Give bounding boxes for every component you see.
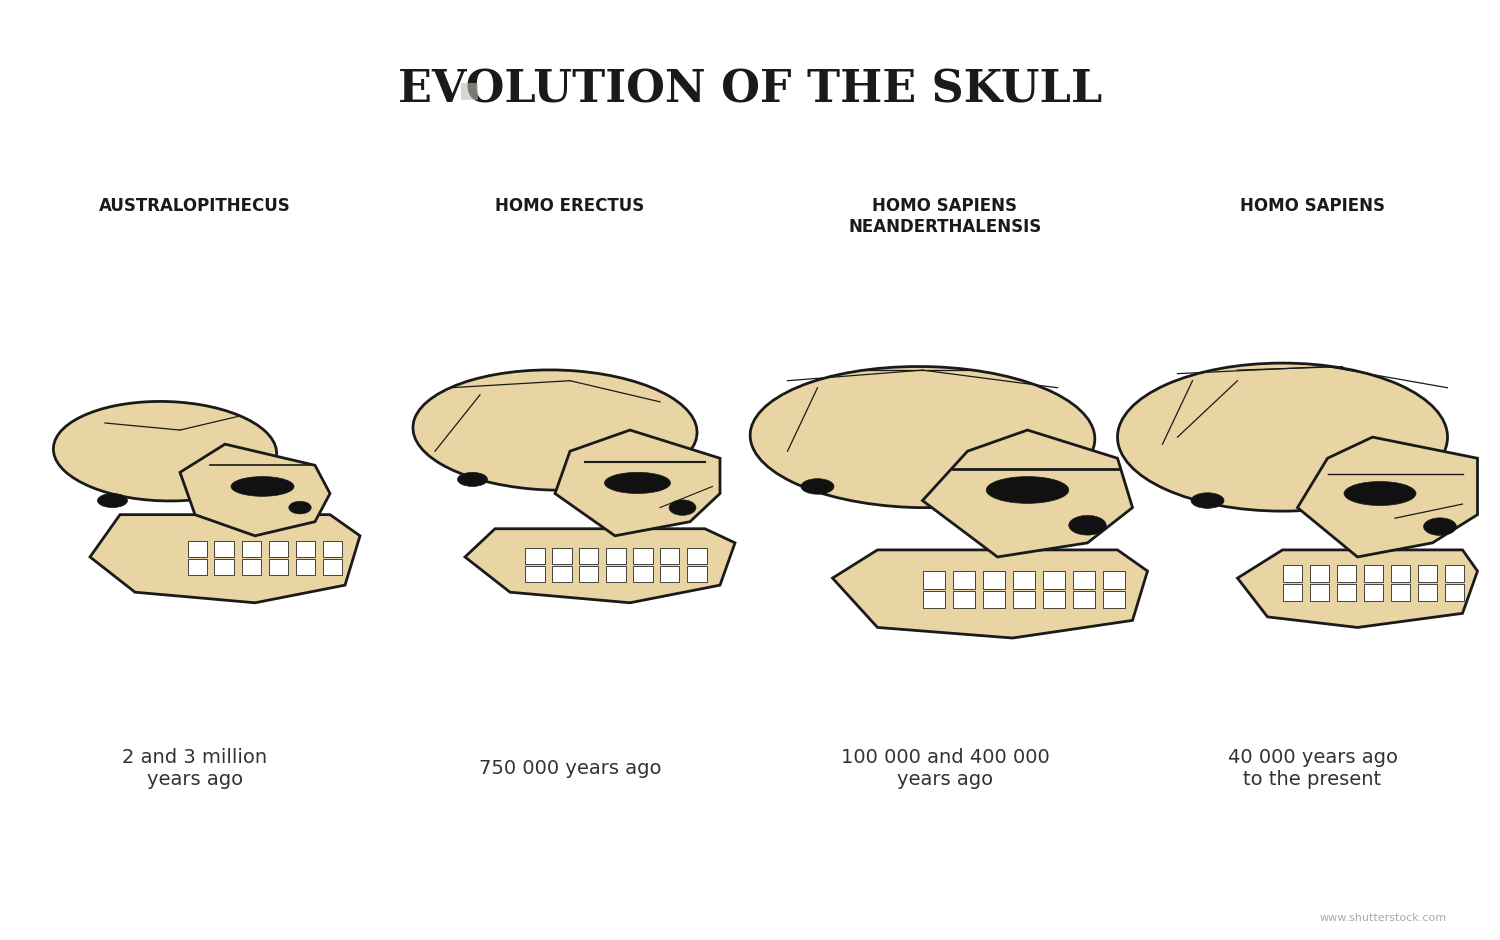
Bar (1418, 584, 1437, 601)
Bar (1042, 571, 1065, 588)
Bar (1310, 565, 1329, 582)
Bar (1336, 565, 1356, 582)
Ellipse shape (54, 401, 276, 501)
Ellipse shape (1191, 493, 1224, 509)
Polygon shape (555, 430, 720, 536)
Bar (1042, 590, 1065, 608)
Text: 750 000 years ago: 750 000 years ago (478, 759, 662, 778)
Bar (188, 559, 207, 574)
Bar (214, 541, 234, 556)
Bar (606, 566, 625, 582)
Polygon shape (465, 528, 735, 603)
Bar (633, 549, 652, 564)
Bar (1282, 584, 1302, 601)
Text: HOMO ERECTUS: HOMO ERECTUS (495, 197, 645, 215)
Bar (1102, 571, 1125, 588)
Bar (660, 549, 680, 564)
Bar (1444, 584, 1464, 601)
Bar (1390, 584, 1410, 601)
Text: EVOLUTION OF THE SKULL: EVOLUTION OF THE SKULL (398, 69, 1102, 112)
Text: AUSTRALOPITHECUS: AUSTRALOPITHECUS (99, 197, 291, 215)
Bar (982, 571, 1005, 588)
Bar (1072, 571, 1095, 588)
Text: ■: ■ (459, 80, 480, 100)
Bar (1102, 590, 1125, 608)
Bar (268, 559, 288, 574)
Bar (660, 566, 680, 582)
Bar (322, 559, 342, 574)
Text: 40 000 years ago
to the present: 40 000 years ago to the present (1227, 748, 1398, 789)
Polygon shape (90, 515, 360, 603)
Bar (188, 541, 207, 556)
Bar (606, 549, 625, 564)
Ellipse shape (669, 500, 696, 515)
Bar (952, 590, 975, 608)
Bar (1013, 571, 1035, 588)
Bar (1310, 584, 1329, 601)
Bar (579, 549, 598, 564)
Ellipse shape (1344, 481, 1416, 506)
Bar (242, 559, 261, 574)
Bar (1364, 565, 1383, 582)
Polygon shape (1298, 437, 1478, 556)
Ellipse shape (987, 477, 1068, 504)
Ellipse shape (288, 501, 312, 514)
Bar (687, 566, 706, 582)
Polygon shape (180, 444, 330, 536)
Bar (952, 571, 975, 588)
Bar (1072, 590, 1095, 608)
Text: 2 and 3 million
years ago: 2 and 3 million years ago (123, 748, 267, 789)
Bar (1364, 584, 1383, 601)
Ellipse shape (801, 478, 834, 494)
Ellipse shape (750, 367, 1095, 508)
Bar (922, 590, 945, 608)
Ellipse shape (1424, 518, 1456, 536)
Bar (1282, 565, 1302, 582)
Text: shutterstock·: shutterstock· (60, 889, 290, 918)
Polygon shape (833, 550, 1148, 638)
Bar (296, 541, 315, 556)
Bar (1418, 565, 1437, 582)
Polygon shape (1238, 550, 1478, 628)
Bar (242, 541, 261, 556)
Text: www.shutterstock.com: www.shutterstock.com (1320, 913, 1448, 923)
Ellipse shape (413, 370, 698, 490)
Bar (525, 549, 544, 564)
Ellipse shape (1118, 363, 1448, 511)
Ellipse shape (231, 477, 294, 496)
Bar (268, 541, 288, 556)
Bar (1013, 590, 1035, 608)
Bar (552, 549, 572, 564)
Ellipse shape (98, 494, 128, 508)
Ellipse shape (1068, 515, 1106, 535)
Text: HOMO SAPIENS: HOMO SAPIENS (1240, 197, 1384, 215)
Bar (633, 566, 652, 582)
Text: 100 000 and 400 000
years ago: 100 000 and 400 000 years ago (840, 748, 1050, 789)
Bar (982, 590, 1005, 608)
Bar (322, 541, 342, 556)
Bar (1444, 565, 1464, 582)
Text: IMAGE ID  1255622146: IMAGE ID 1255622146 (1320, 884, 1464, 897)
Text: HOMO SAPIENS
NEANDERTHALENSIS: HOMO SAPIENS NEANDERTHALENSIS (849, 197, 1041, 236)
Bar (296, 559, 315, 574)
Ellipse shape (604, 472, 670, 494)
Bar (214, 559, 234, 574)
Bar (687, 549, 706, 564)
Ellipse shape (458, 472, 488, 487)
Bar (922, 571, 945, 588)
Bar (552, 566, 572, 582)
Polygon shape (922, 430, 1132, 556)
Bar (525, 566, 544, 582)
Bar (1336, 584, 1356, 601)
Bar (579, 566, 598, 582)
Bar (1390, 565, 1410, 582)
